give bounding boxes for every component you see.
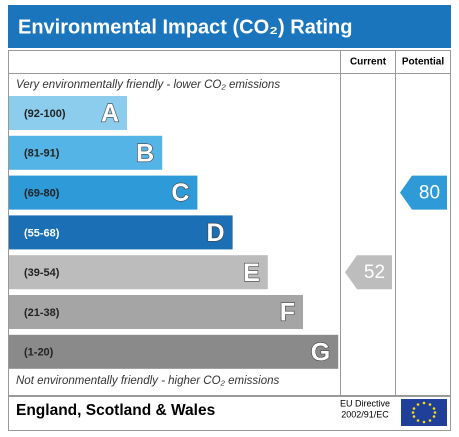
footer-frame [8,396,451,431]
current-value: 52 [364,262,385,283]
band-range: (39-54) [24,267,60,279]
potential-arrow [400,175,447,210]
band-bar [9,135,163,170]
potential-header: Potential [402,57,444,68]
band-bar [9,334,339,369]
band-letter: E [243,259,260,287]
band-letter: G [311,338,330,366]
band-letter: A [101,100,119,128]
band-range: (81-91) [24,148,60,160]
region: England, Scotland & Wales [16,402,215,419]
band-range: (92-100) [24,108,66,120]
band-range: (21-38) [24,307,60,319]
band-bar [9,295,303,329]
band-letter: D [207,219,225,247]
band-range: (1-20) [24,347,54,359]
band-range: (55-68) [24,227,60,239]
title-bar [8,5,451,48]
title: Environmental Impact (CO₂) Rating [18,16,352,38]
band-letter: F [280,299,295,327]
band-bar [9,96,127,130]
band-range: (69-80) [24,188,60,200]
band-letter: C [171,179,189,207]
band-bar [9,215,233,250]
directive: 2002/91/EC [341,409,389,419]
band-bar [9,255,268,290]
eu-flag [401,399,447,426]
band-letter: B [136,139,154,167]
directive: EU Directive [340,398,390,408]
bottom-note: Not environmentally friendly - higher CO… [16,375,279,387]
potential-value: 80 [419,183,440,204]
current-header: Current [350,57,387,68]
band-bar [9,175,198,210]
current-arrow [345,255,392,290]
top-note: Very environmentally friendly - lower CO… [16,79,280,91]
